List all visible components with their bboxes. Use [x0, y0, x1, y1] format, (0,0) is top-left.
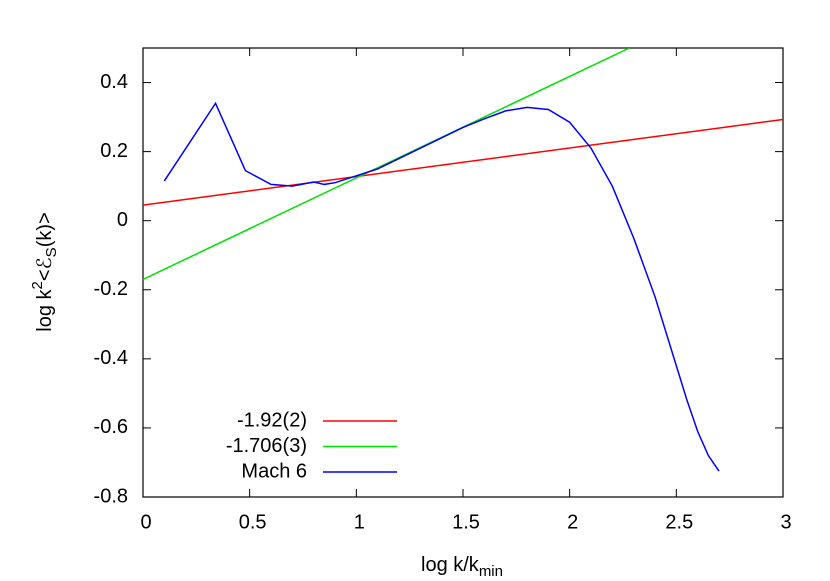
y-tick-label: -0.8 [94, 485, 128, 507]
x-tick-label: 3 [780, 511, 791, 533]
legend-label: -1.706(3) [226, 435, 307, 457]
x-tick-label: 1.5 [452, 511, 480, 533]
x-tick-label: 0.5 [239, 511, 267, 533]
y-tick-label: 0 [117, 209, 128, 231]
x-tick-label: 2.5 [665, 511, 693, 533]
series-line [163, 101, 720, 472]
y-tick-label: 0.2 [100, 140, 128, 162]
y-axis-label: log k2<ℰS(k)> [29, 212, 60, 331]
y-tick-label: -0.2 [94, 278, 128, 300]
x-tick-label: 2 [567, 511, 578, 533]
legend-label: -1.92(2) [237, 409, 307, 431]
y-tick-label: -0.6 [94, 416, 128, 438]
series-line [143, 118, 783, 206]
series-line [143, 48, 630, 281]
y-tick-label: 0.4 [100, 71, 128, 93]
x-tick-label: 1 [354, 511, 365, 533]
legend-label: Mach 6 [241, 460, 307, 482]
x-tick-label: 0 [140, 511, 151, 533]
x-axis-label: log k/kmin [421, 554, 503, 580]
y-tick-label: -0.4 [94, 347, 128, 369]
